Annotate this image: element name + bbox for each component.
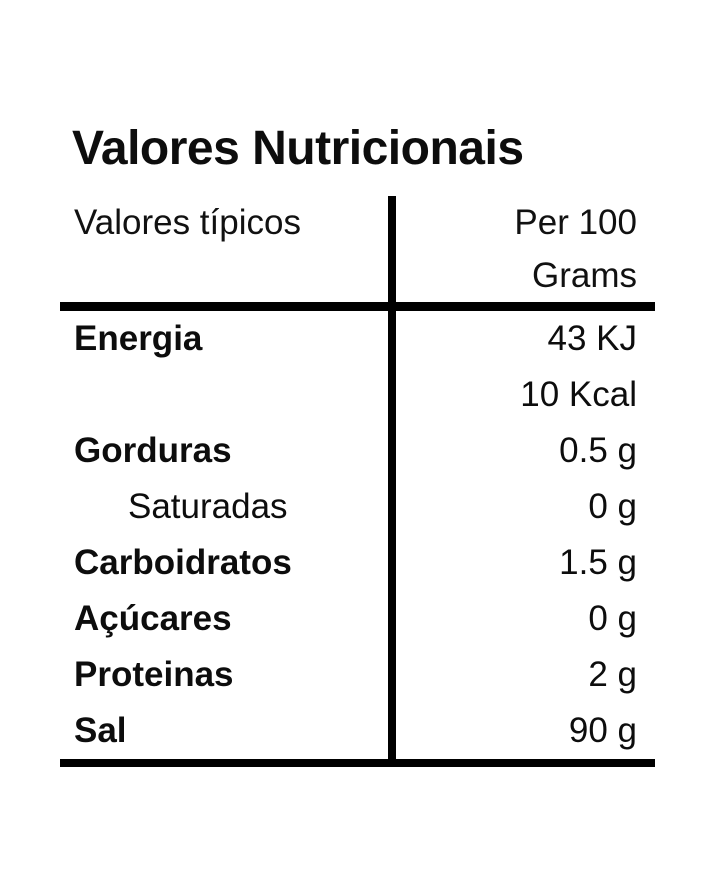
nutrient-value: 90 g [568,711,637,750]
table-row-proteinas: Proteinas 2 g [60,647,655,703]
header-per-100-grams-label: Per 100 Grams [396,196,655,302]
nutrient-label: Gorduras [74,431,232,470]
nutrient-label: Açúcares [74,599,232,638]
nutrient-value: 2 g [588,655,637,694]
table-body: Energia 43 KJ 10 Kcal Gorduras 0.5 g Sat… [60,311,655,759]
nutrition-label: Valores Nutricionais Valores típicos Per… [60,120,655,767]
header-grams-line: Grams [532,256,637,295]
table-row-energia-kcal: 10 Kcal [60,367,655,423]
table-row-saturadas: Saturadas 0 g [60,479,655,535]
header-typical-values-label: Valores típicos [74,203,301,242]
column-divider-line [388,196,396,767]
nutrient-value: 0.5 g [559,431,637,470]
nutrient-label: Energia [74,319,203,358]
nutrient-value: 43 KJ [547,319,638,358]
nutrient-label: Proteinas [74,655,234,694]
nutrient-value: 0 g [588,487,637,526]
nutrient-sublabel: Saturadas [128,487,288,526]
nutrition-table: Valores típicos Per 100 Grams Energia 43… [60,196,655,767]
table-row-sal: Sal 90 g [60,703,655,759]
nutrient-label: Carboidratos [74,543,292,582]
header-per-100-line: Per 100 [514,203,637,242]
table-row-energia: Energia 43 KJ [60,311,655,367]
table-row-gorduras: Gorduras 0.5 g [60,423,655,479]
nutrient-value: 10 Kcal [520,375,637,414]
nutrient-value: 1.5 g [559,543,637,582]
table-row-acucares: Açúcares 0 g [60,591,655,647]
table-header-row: Valores típicos Per 100 Grams [60,196,655,311]
table-row-carboidratos: Carboidratos 1.5 g [60,535,655,591]
nutrient-label: Sal [74,711,127,750]
label-title: Valores Nutricionais [72,122,524,175]
nutrient-value: 0 g [588,599,637,638]
